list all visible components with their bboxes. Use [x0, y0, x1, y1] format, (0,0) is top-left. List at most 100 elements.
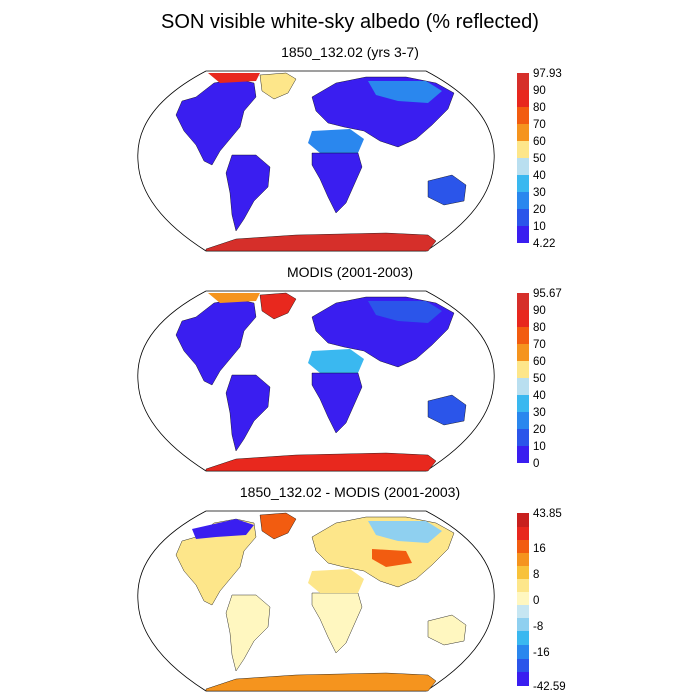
colorbar-segment	[517, 618, 529, 631]
panel-difference: 1850_132.02 - MODIS (2001-2003)	[0, 484, 700, 694]
colorbar-segment	[517, 107, 529, 124]
colorbar-segment	[517, 645, 529, 659]
region-siberia	[368, 81, 442, 103]
colorbar-segment	[517, 293, 529, 310]
panel-model: 1850_132.02 (yrs 3-7)	[0, 44, 700, 254]
colorbar-segment	[517, 513, 529, 527]
region-north-america-high-lat	[192, 519, 254, 539]
colorbar-label: 97.93	[533, 68, 562, 80]
colorbar-segment	[517, 412, 529, 429]
colorbar-label: 8	[533, 569, 540, 581]
colorbar-label: 10	[533, 221, 546, 233]
colorbar-label: 90	[533, 305, 546, 317]
continent-africa	[311, 592, 363, 654]
world-map	[137, 290, 495, 472]
colorbar-segment	[517, 175, 529, 192]
world-map	[137, 70, 495, 252]
continent-north-america	[175, 518, 257, 606]
colorbar-segment	[517, 209, 529, 226]
colorbar-label: 20	[533, 424, 546, 436]
colorbar-segment	[517, 429, 529, 446]
colorbar-label: 30	[533, 407, 546, 419]
colorbar-segment	[517, 592, 529, 605]
map-content	[137, 290, 495, 472]
colorbar-label: 70	[533, 119, 546, 131]
colorbar-segment	[517, 540, 529, 553]
world-map	[137, 510, 495, 692]
colorbar-label: 50	[533, 153, 546, 165]
colorbar-segment	[517, 327, 529, 344]
continent-africa	[311, 372, 363, 434]
colorbar-label: 70	[533, 339, 546, 351]
colorbar-segment	[517, 192, 529, 209]
colorbar-label: 30	[533, 187, 546, 199]
colorbar-segment	[517, 527, 529, 540]
region-sahara	[308, 349, 364, 373]
colorbar-label: 40	[533, 170, 546, 182]
colorbar-label: 80	[533, 322, 546, 334]
colorbar-label: -42.59	[533, 681, 566, 693]
colorbar-segment	[517, 226, 529, 243]
panel-title: 1850_132.02 - MODIS (2001-2003)	[239, 484, 461, 500]
colorbar-segment	[517, 566, 529, 579]
colorbar-label: 80	[533, 102, 546, 114]
colorbar-label: 43.85	[533, 508, 562, 520]
continent-south-america	[225, 154, 271, 232]
colorbar-segment	[517, 553, 529, 566]
colorbar-segment	[517, 124, 529, 141]
colorbar-label: 10	[533, 441, 546, 453]
colorbar-segment	[517, 631, 529, 645]
map-content	[137, 510, 495, 692]
colorbar-label: 60	[533, 356, 546, 368]
colorbar-label: 0	[533, 595, 540, 607]
colorbar-label: -16	[533, 647, 550, 659]
panel-modis: MODIS (2001-2003) 95	[0, 264, 700, 474]
colorbar-segment	[517, 605, 529, 618]
continent-australia	[427, 394, 467, 426]
colorbar-segment	[517, 73, 529, 90]
map-content	[137, 70, 495, 252]
figure-title: SON visible white-sky albedo (% reflecte…	[161, 11, 539, 33]
arctic-strip	[208, 73, 260, 83]
colorbar-segment	[517, 361, 529, 378]
colorbar-segment	[517, 672, 529, 686]
colorbar-label: 16	[533, 543, 546, 555]
region-sahara	[308, 129, 364, 153]
arctic-strip	[208, 293, 260, 303]
continent-greenland	[259, 72, 297, 100]
panel-title: MODIS (2001-2003)	[286, 264, 414, 280]
colorbar-segment	[517, 141, 529, 158]
colorbar-label: 0	[533, 458, 540, 470]
region-central-asia	[372, 549, 412, 567]
panel-title: 1850_132.02 (yrs 3-7)	[281, 44, 419, 60]
continent-antarctica	[205, 672, 437, 692]
continent-south-america	[225, 374, 271, 452]
colorbar-segment	[517, 579, 529, 592]
colorbar-label: 50	[533, 373, 546, 385]
continent-greenland	[259, 292, 297, 320]
colorbar-label: 4.22	[533, 238, 556, 250]
region-siberia	[368, 521, 442, 543]
continent-australia	[427, 614, 467, 646]
colorbar-segment	[517, 378, 529, 395]
colorbar-label: 95.67	[533, 288, 562, 300]
continent-australia	[427, 174, 467, 206]
colorbar-segment	[517, 446, 529, 463]
region-siberia	[368, 301, 442, 323]
continent-africa	[311, 152, 363, 214]
colorbar-label: -8	[533, 621, 544, 633]
continent-south-america	[225, 594, 271, 672]
region-sahara	[308, 569, 364, 593]
colorbar-label: 20	[533, 204, 546, 216]
continent-greenland	[259, 512, 297, 540]
colorbar-label: 60	[533, 136, 546, 148]
colorbar-label: 40	[533, 390, 546, 402]
continent-antarctica	[205, 452, 437, 472]
colorbar-segment	[517, 395, 529, 412]
colorbar-segment	[517, 310, 529, 327]
colorbar-segment	[517, 158, 529, 175]
colorbar-segment	[517, 90, 529, 107]
colorbar-segment	[517, 659, 529, 672]
colorbar-segment	[517, 344, 529, 361]
continent-antarctica	[205, 232, 437, 252]
